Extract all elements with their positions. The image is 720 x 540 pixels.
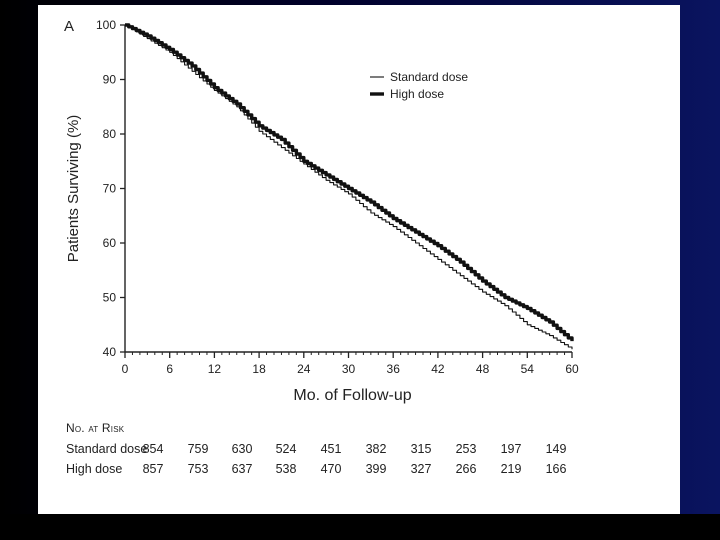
y-tick-label: 50	[103, 291, 117, 305]
legend-label: High dose	[390, 87, 444, 101]
risk-cell: 149	[545, 442, 567, 456]
x-tick-label: 24	[297, 362, 311, 376]
risk-cell: 470	[320, 462, 342, 476]
panel-label: A	[64, 18, 75, 35]
risk-cell: 197	[500, 442, 522, 456]
risk-cell: 399	[365, 462, 387, 476]
risk-cell: 630	[231, 442, 253, 456]
x-tick-label: 54	[521, 362, 535, 376]
risk-cell: 315	[410, 442, 432, 456]
risk-row-label: High dose	[66, 462, 123, 476]
y-tick-label: 60	[103, 236, 117, 250]
risk-table-row: High dose 857 753 637 538 470 399 327 266 219 166	[38, 462, 680, 480]
survival-chart: 0 6 12 18 24 30 36 42 48 54 60 40 50 60 70 80 90 100 Mo. o…	[65, 18, 579, 404]
risk-table-row: Standard dose 854 759 630 524 451 382 315 253 197…	[38, 442, 680, 460]
x-tick-label: 6	[166, 362, 173, 376]
x-tick-label: 60	[565, 362, 579, 376]
figure-panel: A 0 6 12 18 24 30 36 42 48 54 60 40 50 60 70 80 90 100 Mo.…	[38, 5, 680, 515]
y-tick-label: 100	[96, 18, 116, 32]
x-tick-label: 30	[342, 362, 356, 376]
y-tick-label: 40	[103, 345, 117, 359]
risk-cell: 166	[545, 462, 567, 476]
x-tick-label: 18	[252, 362, 266, 376]
risk-cell: 637	[231, 462, 253, 476]
risk-row-label: Standard dose	[66, 442, 148, 456]
y-tick-label: 70	[103, 182, 117, 196]
risk-cell: 266	[455, 462, 477, 476]
risk-cell: 219	[500, 462, 522, 476]
x-tick-label: 0	[122, 362, 129, 376]
risk-cell: 538	[275, 462, 297, 476]
x-tick-label: 36	[387, 362, 401, 376]
x-axis-label: Mo. of Follow-up	[293, 387, 411, 404]
risk-cell: 451	[320, 442, 342, 456]
x-tick-label: 12	[208, 362, 222, 376]
x-tick-label: 42	[431, 362, 445, 376]
risk-cell: 382	[365, 442, 387, 456]
risk-cell: 857	[142, 462, 164, 476]
risk-cell: 854	[142, 442, 164, 456]
risk-cell: 327	[410, 462, 432, 476]
risk-table-header: No. at Risk	[66, 421, 125, 435]
bottom-bar	[0, 514, 720, 540]
y-tick-label: 90	[103, 73, 117, 87]
risk-cell: 253	[455, 442, 477, 456]
series-line-standard-dose	[125, 24, 573, 350]
x-tick-label: 48	[476, 362, 490, 376]
risk-cell: 753	[187, 462, 209, 476]
y-tick-label: 80	[103, 127, 117, 141]
series-line-high-dose	[125, 23, 574, 342]
risk-cell: 759	[187, 442, 209, 456]
risk-cell: 524	[275, 442, 297, 456]
legend-label: Standard dose	[390, 70, 468, 84]
y-axis-label: Patients Surviving (%)	[65, 115, 82, 263]
